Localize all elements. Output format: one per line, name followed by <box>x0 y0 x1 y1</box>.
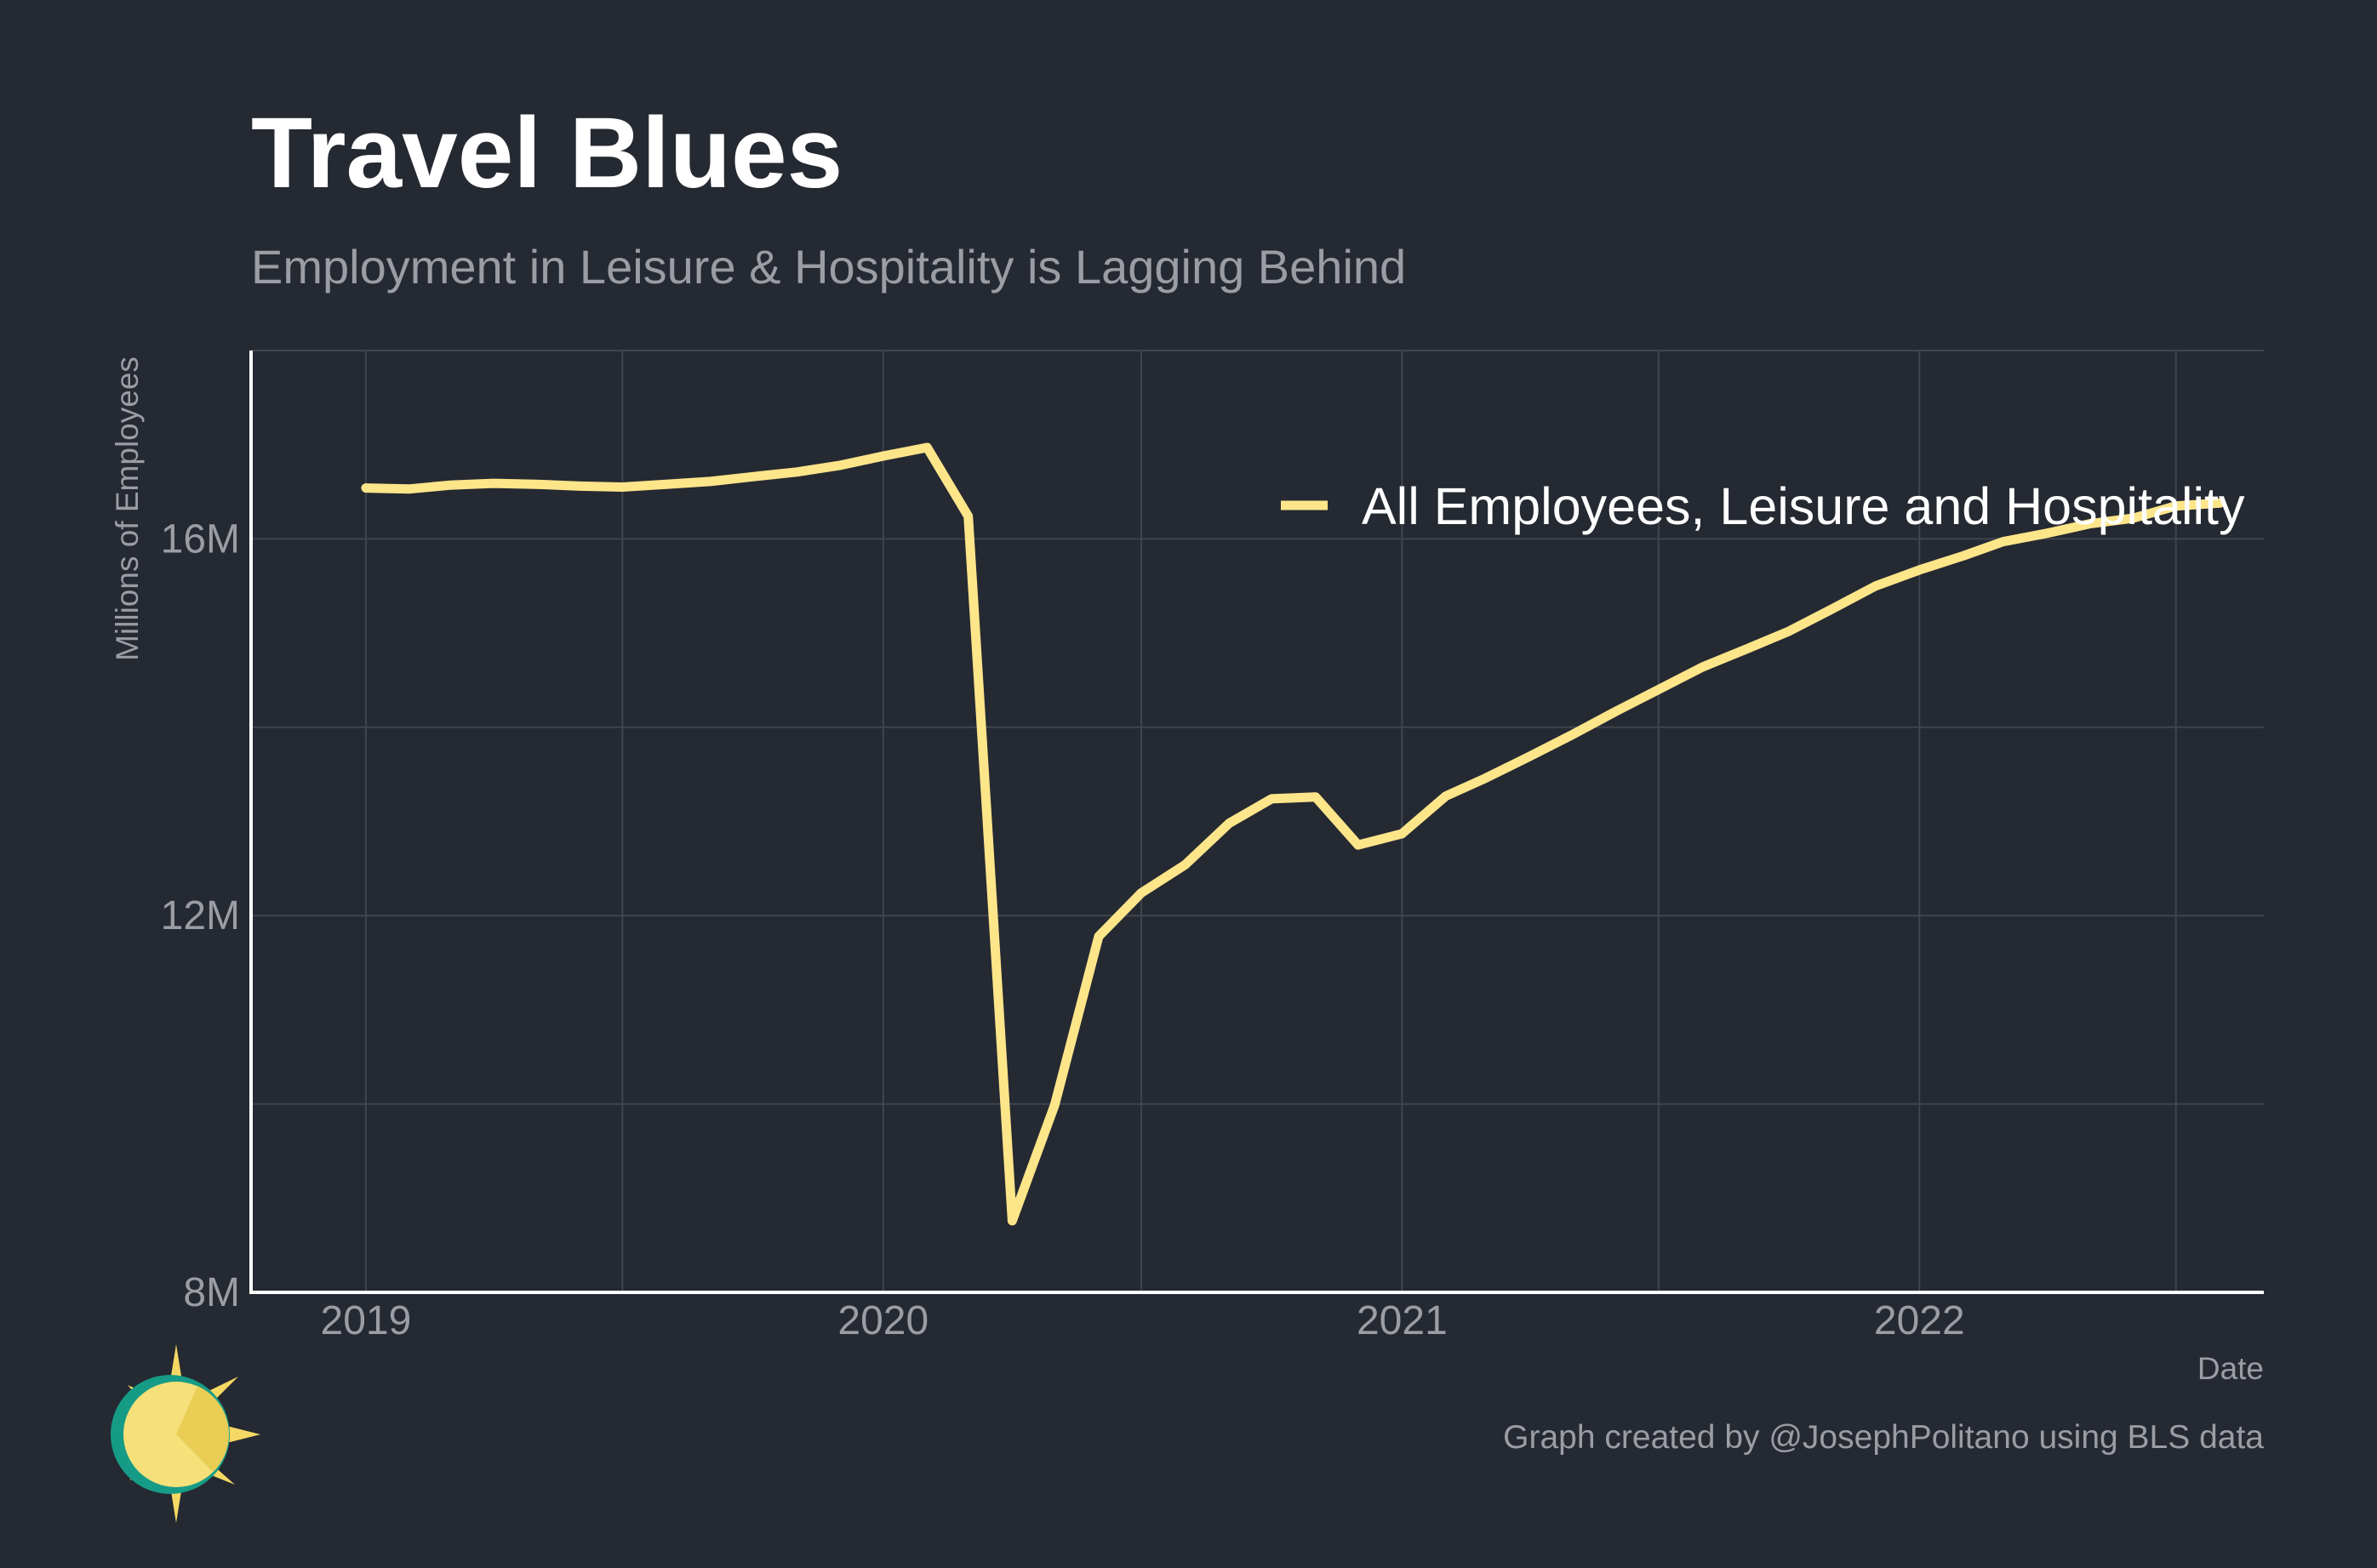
chart-subtitle: Employment in Leisure & Hospitality is L… <box>251 240 1406 294</box>
y-axis-title: Millions of Employees <box>110 356 145 661</box>
y-tick-label: 12M <box>161 893 240 938</box>
x-axis-title: Date <box>2197 1351 2264 1386</box>
x-tick-label: 2019 <box>321 1298 412 1343</box>
caption: Graph created by @JosephPolitano using B… <box>1503 1419 2264 1456</box>
legend: All Employees, Leisure and Hospitality <box>1281 477 2245 535</box>
series-line-leisure-hospitality <box>361 442 2225 1226</box>
y-tick-label: 16M <box>161 516 240 562</box>
x-tick-label: 2022 <box>1874 1298 1965 1343</box>
x-tick-label: 2021 <box>1357 1298 1448 1343</box>
grid <box>251 350 2264 1292</box>
y-tick-label: 8M <box>183 1270 240 1315</box>
tick-labels: 8M 12M 16M 2019 2020 2021 2022 <box>161 516 1965 1343</box>
legend-label: All Employees, Leisure and Hospitality <box>1362 477 2245 535</box>
x-tick-label: 2020 <box>837 1298 929 1343</box>
sun-logo-icon <box>111 1344 260 1523</box>
chart-title: Travel Blues <box>251 97 843 209</box>
